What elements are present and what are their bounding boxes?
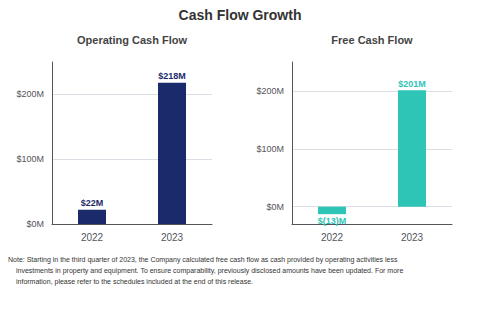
svg-text:$0M: $0M <box>26 219 44 229</box>
svg-text:$(13)M: $(13)M <box>318 216 347 226</box>
svg-text:2022: 2022 <box>81 232 104 243</box>
svg-text:$218M: $218M <box>158 71 186 81</box>
svg-text:$100M: $100M <box>256 144 284 154</box>
svg-text:Operating Cash Flow: Operating Cash Flow <box>77 34 187 46</box>
svg-text:Note: Starting in the third qu: Note: Starting in the third quarter of 2… <box>8 256 398 264</box>
svg-text:information, please refer to t: information, please refer to the schedul… <box>16 278 253 286</box>
svg-text:investments in property and eq: investments in property and equipment. T… <box>16 267 403 275</box>
svg-text:$200M: $200M <box>256 86 284 96</box>
svg-text:2023: 2023 <box>401 232 424 243</box>
svg-text:$200M: $200M <box>16 89 44 99</box>
svg-text:$201M: $201M <box>398 79 426 89</box>
svg-text:2023: 2023 <box>161 232 184 243</box>
svg-text:$22M: $22M <box>81 198 104 208</box>
svg-text:Free Cash Flow: Free Cash Flow <box>331 34 413 46</box>
svg-text:2022: 2022 <box>321 232 344 243</box>
svg-text:$0M: $0M <box>266 202 284 212</box>
svg-text:$100M: $100M <box>16 154 44 164</box>
svg-text:Cash Flow Growth: Cash Flow Growth <box>179 7 302 23</box>
